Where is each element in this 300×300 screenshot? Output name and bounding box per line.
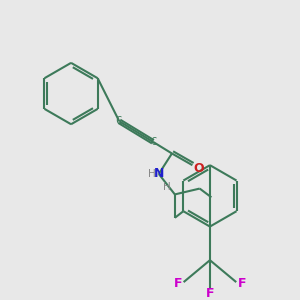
Text: O: O <box>193 162 203 175</box>
Text: F: F <box>173 277 182 290</box>
Text: C: C <box>150 137 157 147</box>
Text: H: H <box>163 182 171 192</box>
Text: F: F <box>238 277 246 290</box>
Text: H: H <box>148 169 156 179</box>
Text: F: F <box>206 287 214 300</box>
Text: N: N <box>154 167 164 180</box>
Text: C: C <box>116 116 122 126</box>
